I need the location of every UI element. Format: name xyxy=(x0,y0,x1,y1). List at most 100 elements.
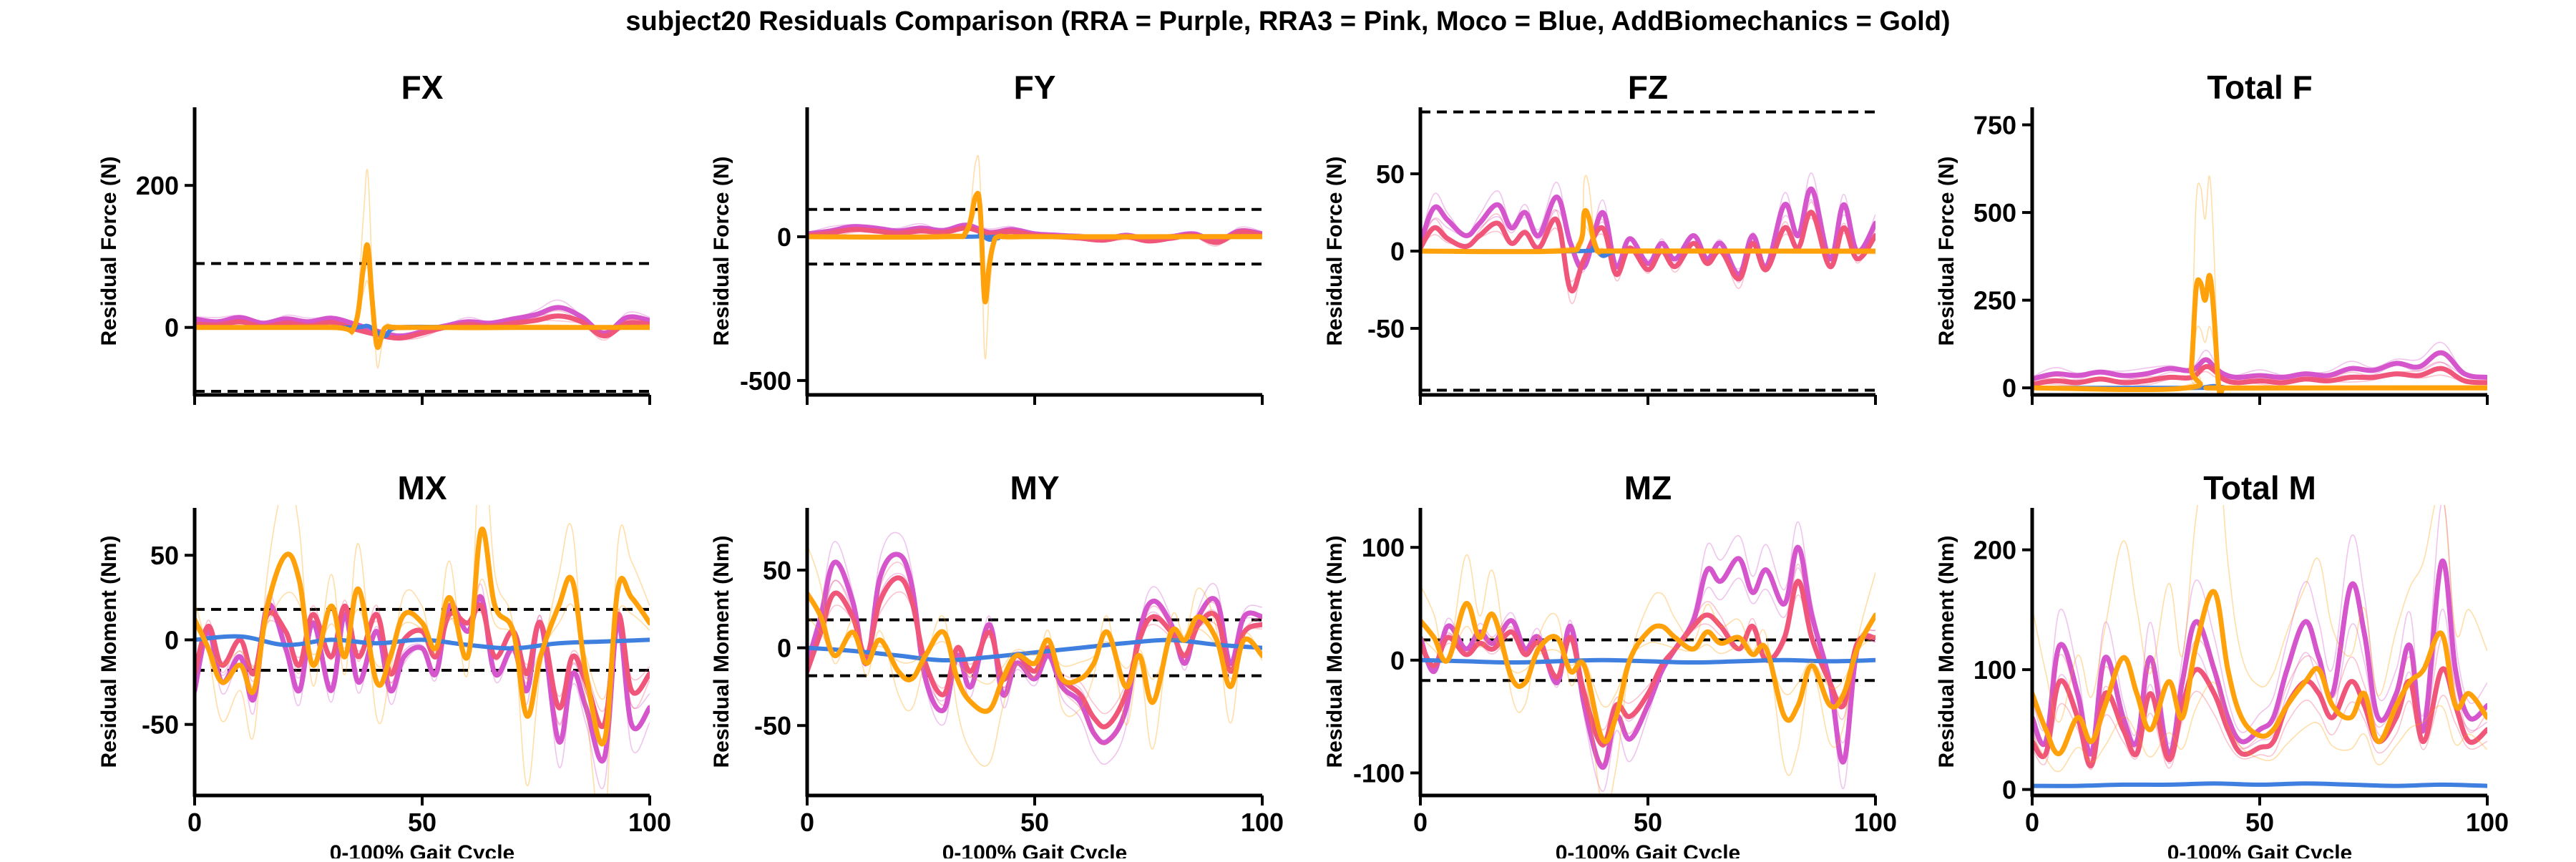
x-tick-label: 0 xyxy=(2025,808,2039,837)
y-tick-label: 750 xyxy=(1974,111,2016,140)
subplot-title: Total F xyxy=(2207,69,2312,106)
trial-line-addbiomechanics xyxy=(807,210,1262,276)
trial-line-rra3 xyxy=(807,562,1262,745)
subplot-fz: FZ Residual Force (N) -50 0 50 xyxy=(1323,69,1877,405)
series-line-rra xyxy=(1420,544,1875,770)
y-tick-label: 100 xyxy=(1362,533,1405,562)
y-tick-label: -500 xyxy=(740,366,791,396)
x-tick-label: 50 xyxy=(1634,808,1662,837)
y-tick-label: 100 xyxy=(1974,655,2016,685)
series-line-moco xyxy=(195,634,650,651)
y-tick-label: 250 xyxy=(1974,286,2016,315)
y-tick-label: 0 xyxy=(1390,646,1405,675)
x-tick-label: 100 xyxy=(2466,808,2509,837)
series-line-addbiomechanics xyxy=(2032,589,2487,756)
y-tick-label: 0 xyxy=(777,222,791,252)
x-tick-label: 100 xyxy=(1854,808,1897,837)
x-axis-label: 0-100% Gait Cycle xyxy=(2167,841,2352,858)
x-tick-label: 0 xyxy=(1413,808,1428,837)
series-line-rra3 xyxy=(807,575,1262,730)
subplot-grid: FX Residual Force (N) 0 200 FY Residual Force… xyxy=(97,69,2509,862)
subplot-total-m: Total M Residual Moment (Nm) 0-100% Gait C… xyxy=(1935,469,2509,862)
x-tick-label: 50 xyxy=(1020,808,1049,837)
x-axis-label: 0-100% Gait Cycle xyxy=(330,841,514,858)
figure-suptitle: subject20 Residuals Comparison (RRA = Pu… xyxy=(625,6,1950,36)
series-line-addbiomechanics xyxy=(2032,273,2487,395)
series-lines xyxy=(1420,172,1875,305)
series-line-addbiomechanics xyxy=(1420,207,1875,255)
y-axis-label: Residual Moment (Nm) xyxy=(1935,535,1958,768)
x-axis-label: 0-100% Gait Cycle xyxy=(942,841,1127,858)
y-tick-label: -50 xyxy=(1367,314,1405,343)
trial-line-addbiomechanics xyxy=(2032,505,2487,723)
subplot-title: MX xyxy=(398,469,447,506)
subplot-mx: MX Residual Moment (Nm) 0-100% Gait Cycle -… xyxy=(97,469,671,862)
series-lines xyxy=(195,505,650,795)
y-tick-label: 200 xyxy=(1974,536,2016,565)
series-line-addbiomechanics xyxy=(195,242,650,351)
subplot-title: MZ xyxy=(1624,469,1672,506)
series-line-addbiomechanics xyxy=(807,190,1262,305)
trial-line-addbiomechanics xyxy=(195,169,650,369)
y-tick-label: 0 xyxy=(2002,775,2016,805)
y-tick-label: 0 xyxy=(2002,373,2016,403)
trial-line-rra xyxy=(1420,521,1875,793)
y-axis-label: Residual Moment (Nm) xyxy=(97,535,121,768)
series-line-rra xyxy=(1420,186,1875,277)
y-axis-label: Residual Moment (Nm) xyxy=(710,535,733,768)
subplot-fx: FX Residual Force (N) 0 200 xyxy=(97,69,651,405)
trial-line-addbiomechanics xyxy=(1420,626,1875,708)
x-tick-label: 50 xyxy=(2245,808,2274,837)
subplot-my: MY Residual Moment (Nm) 0-100% Gait Cycle -… xyxy=(710,469,1284,862)
series-line-rra xyxy=(2032,350,2487,382)
series-line-addbiomechanics xyxy=(1420,601,1875,744)
series-lines xyxy=(1420,521,1875,795)
series-line-moco xyxy=(2032,781,2487,788)
series-line-rra3 xyxy=(1420,210,1875,294)
trial-line-addbiomechanics xyxy=(2032,681,2487,773)
series-lines xyxy=(807,532,1262,767)
series-lines xyxy=(2032,505,2487,788)
y-tick-label: 200 xyxy=(136,171,179,200)
trial-line-addbiomechanics xyxy=(2032,175,2487,395)
subplot-title: MY xyxy=(1010,469,1060,506)
x-tick-label: 0 xyxy=(800,808,814,837)
subplot-fy: FY Residual Force (N) -500 0 xyxy=(710,69,1264,405)
trial-line-rra3 xyxy=(1420,563,1875,764)
subplot-title: FZ xyxy=(1628,69,1668,106)
subplot-title: FY xyxy=(1014,69,1056,106)
y-axis-label: Residual Force (N) xyxy=(1935,156,1958,346)
trial-line-rra3 xyxy=(2032,635,2487,760)
subplot-title: Total M xyxy=(2203,469,2316,506)
y-axis-label: Residual Moment (Nm) xyxy=(1323,535,1347,768)
y-tick-label: 0 xyxy=(777,634,791,663)
subplot-total-f: Total F Residual Force (N) 0 250 500 750 xyxy=(1935,69,2489,405)
series-line-rra3 xyxy=(2032,363,2487,387)
y-tick-label: -100 xyxy=(1353,758,1405,788)
y-tick-label: -50 xyxy=(754,711,791,740)
subplot-mz: MZ Residual Moment (Nm) 0-100% Gait Cycle -… xyxy=(1323,469,1897,862)
subplot-title: FX xyxy=(401,69,444,106)
x-tick-label: 0 xyxy=(187,808,202,837)
y-tick-label: 50 xyxy=(763,556,791,585)
series-line-rra3 xyxy=(1420,579,1875,748)
y-axis-label: Residual Force (N) xyxy=(1323,156,1347,346)
x-tick-label: 50 xyxy=(408,808,436,837)
series-line-addbiomechanics xyxy=(807,591,1262,714)
y-tick-label: 50 xyxy=(150,541,179,570)
x-tick-label: 100 xyxy=(1241,808,1284,837)
y-tick-label: 50 xyxy=(1376,160,1405,189)
y-tick-label: 0 xyxy=(165,313,179,343)
trial-line-rra3 xyxy=(1420,594,1875,730)
trial-line-addbiomechanics xyxy=(807,155,1262,360)
series-lines xyxy=(2032,175,2487,395)
series-lines xyxy=(807,155,1262,360)
series-line-moco xyxy=(1420,657,1875,665)
x-axis-label: 0-100% Gait Cycle xyxy=(1556,841,1740,858)
y-tick-label: 0 xyxy=(1390,237,1405,266)
series-line-addbiomechanics xyxy=(195,526,650,747)
x-tick-label: 100 xyxy=(628,808,671,837)
trial-line-addbiomechanics xyxy=(807,544,1262,767)
